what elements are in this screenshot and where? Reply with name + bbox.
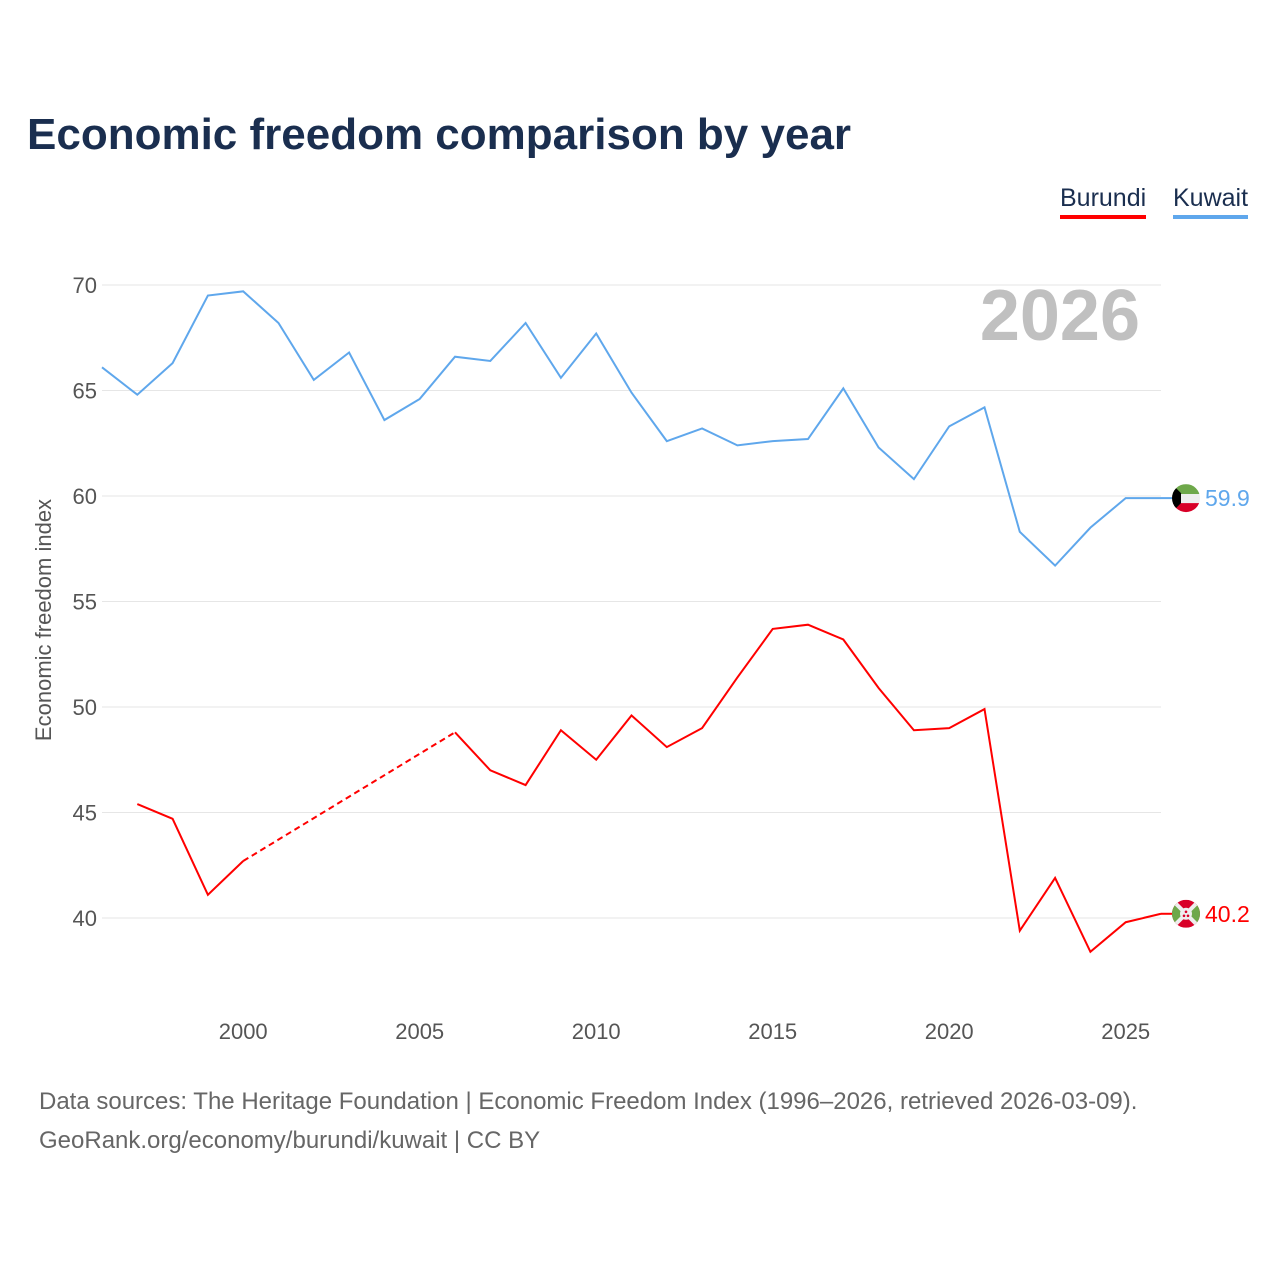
- chart-title: Economic freedom comparison by year: [27, 110, 852, 159]
- data-point[interactable]: [1017, 928, 1023, 934]
- y-tick-label: 55: [73, 590, 97, 615]
- data-point[interactable]: [911, 727, 917, 733]
- data-point[interactable]: [205, 293, 211, 299]
- data-point[interactable]: [452, 729, 458, 735]
- data-point[interactable]: [734, 674, 740, 680]
- x-tick-label: 2025: [1101, 1019, 1150, 1044]
- data-point[interactable]: [629, 390, 635, 396]
- x-tick-label: 2020: [925, 1019, 974, 1044]
- series-line-burundi: [454, 623, 1162, 954]
- legend-kuwait[interactable]: Kuwait: [1173, 184, 1249, 219]
- data-point[interactable]: [946, 423, 952, 429]
- data-point[interactable]: [805, 622, 811, 628]
- gap-line-burundi: [242, 731, 456, 862]
- data-point[interactable]: [840, 636, 846, 642]
- y-tick-label: 65: [73, 379, 97, 404]
- burundi-flag-icon: [1172, 899, 1200, 928]
- data-point[interactable]: [487, 358, 493, 364]
- data-point[interactable]: [982, 706, 988, 712]
- y-tick-label: 40: [73, 906, 97, 931]
- data-point[interactable]: [311, 377, 317, 383]
- y-tick-label: 60: [73, 484, 97, 509]
- legend-burundi[interactable]: Burundi: [1060, 184, 1147, 219]
- kuwait-flag-icon: [1172, 484, 1200, 513]
- data-point[interactable]: [205, 892, 211, 898]
- data-point[interactable]: [1123, 495, 1129, 501]
- data-point[interactable]: [593, 331, 599, 337]
- year-watermark: 2026: [980, 276, 1140, 356]
- data-point[interactable]: [170, 816, 176, 822]
- data-point[interactable]: [1087, 949, 1093, 955]
- data-point[interactable]: [1123, 919, 1129, 925]
- data-point[interactable]: [276, 320, 282, 326]
- data-point[interactable]: [240, 858, 246, 864]
- data-point[interactable]: [240, 288, 246, 294]
- data-point[interactable]: [558, 375, 564, 381]
- data-point[interactable]: [346, 350, 352, 356]
- data-point[interactable]: [523, 782, 529, 788]
- data-point[interactable]: [699, 425, 705, 431]
- y-tick-label: 50: [73, 695, 97, 720]
- source-line-1: Data sources: The Heritage Foundation | …: [39, 1088, 1138, 1115]
- data-point[interactable]: [1052, 875, 1058, 881]
- data-point[interactable]: [805, 436, 811, 442]
- data-point[interactable]: [417, 396, 423, 402]
- data-point[interactable]: [876, 685, 882, 691]
- data-point[interactable]: [664, 744, 670, 750]
- data-point[interactable]: [946, 725, 952, 731]
- y-axis-label: Economic freedom index: [31, 499, 56, 741]
- x-tick-label: 2005: [395, 1019, 444, 1044]
- series-line-burundi: [136, 803, 244, 897]
- data-point[interactable]: [170, 360, 176, 366]
- data-point[interactable]: [487, 767, 493, 773]
- data-point[interactable]: [1087, 525, 1093, 531]
- data-point[interactable]: [134, 801, 140, 807]
- data-point[interactable]: [911, 476, 917, 482]
- data-point[interactable]: [770, 438, 776, 444]
- end-label-burundi: 40.2: [1205, 901, 1250, 927]
- data-point[interactable]: [452, 354, 458, 360]
- data-point[interactable]: [381, 417, 387, 423]
- data-point[interactable]: [99, 364, 105, 370]
- y-tick-label: 45: [73, 801, 97, 826]
- data-point[interactable]: [134, 392, 140, 398]
- series-line-kuwait: [101, 290, 1161, 568]
- data-point[interactable]: [840, 385, 846, 391]
- data-point[interactable]: [523, 320, 529, 326]
- data-point[interactable]: [1052, 563, 1058, 569]
- x-tick-label: 2000: [219, 1019, 268, 1044]
- data-point[interactable]: [982, 404, 988, 410]
- data-point[interactable]: [770, 626, 776, 632]
- x-tick-label: 2010: [572, 1019, 621, 1044]
- data-point[interactable]: [593, 757, 599, 763]
- data-point[interactable]: [699, 725, 705, 731]
- data-point[interactable]: [558, 727, 564, 733]
- data-point[interactable]: [876, 444, 882, 450]
- data-point[interactable]: [734, 442, 740, 448]
- end-label-kuwait: 59.9: [1205, 485, 1250, 511]
- data-point[interactable]: [629, 712, 635, 718]
- data-point[interactable]: [1017, 529, 1023, 535]
- data-point[interactable]: [664, 438, 670, 444]
- x-tick-label: 2015: [748, 1019, 797, 1044]
- y-tick-label: 70: [73, 273, 97, 298]
- source-line-2[interactable]: GeoRank.org/economy/burundi/kuwait | CC …: [39, 1127, 541, 1154]
